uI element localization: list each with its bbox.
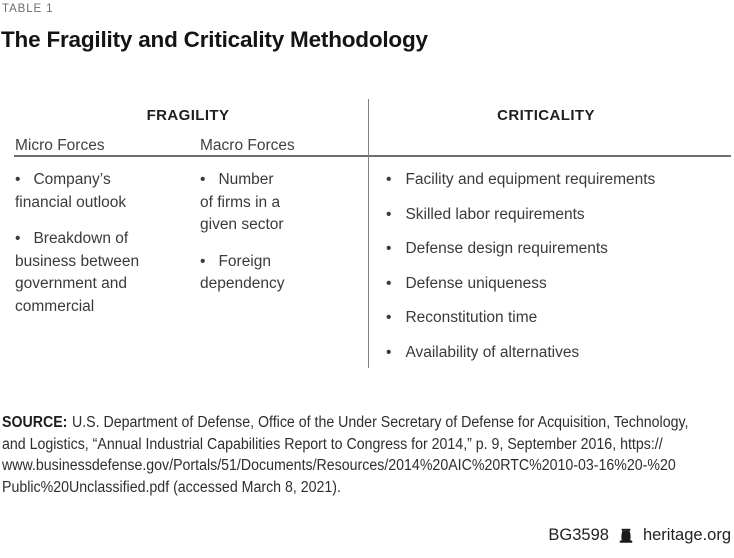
list-item-text: Foreign dependency bbox=[200, 252, 285, 293]
list-item: • Facility and equipment requirements bbox=[386, 169, 731, 192]
list-item: • Foreign dependency bbox=[200, 251, 362, 296]
bullet-icon: • bbox=[200, 171, 206, 188]
list-item-text: Company’s financial outlook bbox=[15, 171, 127, 211]
bullet-icon: • bbox=[386, 309, 392, 326]
list-item: • Breakdown of business between governmen… bbox=[15, 228, 193, 318]
list-item-text: Number of firms in a given sector bbox=[200, 171, 284, 233]
micro-forces-subheader: Micro Forces bbox=[15, 137, 105, 154]
page-kicker: TABLE 1 bbox=[2, 3, 54, 15]
footer: BG3598 heritage.org bbox=[548, 526, 731, 545]
source-note: SOURCE: U.S. Department of Defense, Offic… bbox=[2, 412, 734, 498]
bullet-icon: • bbox=[386, 240, 392, 257]
list-item-text: Reconstitution time bbox=[405, 309, 538, 326]
macro-forces-column: • Number of firms in a given sector • Fore… bbox=[200, 169, 362, 310]
column-divider bbox=[368, 99, 369, 368]
list-item: • Defense uniqueness bbox=[386, 273, 731, 296]
list-item-text: Facility and equipment requirements bbox=[405, 171, 656, 188]
source-label: SOURCE: bbox=[2, 414, 68, 431]
bullet-icon: • bbox=[200, 252, 206, 270]
bullet-icon: • bbox=[386, 343, 392, 361]
bullet-icon: • bbox=[386, 274, 392, 292]
list-item: • Company’s financial outlook bbox=[15, 169, 193, 214]
list-item: • Number of firms in a given sector bbox=[200, 169, 362, 237]
micro-forces-column: • Company’s financial outlook • Breakdown … bbox=[15, 169, 193, 332]
list-item-text: Skilled labor requirements bbox=[405, 205, 585, 223]
fragility-header: FRAGILITY bbox=[146, 107, 230, 124]
criticality-header: CRITICALITY bbox=[497, 107, 595, 124]
source-text: U.S. Department of Defense, Office of th… bbox=[2, 414, 689, 496]
macro-forces-subheader: Macro Forces bbox=[200, 137, 295, 154]
page-title: The Fragility and Criticality Methodolog… bbox=[1, 27, 428, 52]
list-item-text: Defense uniqueness bbox=[405, 274, 547, 292]
list-item: • Defense design requirements bbox=[386, 238, 731, 261]
criticality-column: • Facility and equipment requirements • Sk… bbox=[386, 169, 731, 376]
site-domain: heritage.org bbox=[642, 526, 731, 544]
list-item-text: Defense design requirements bbox=[405, 240, 608, 257]
bullet-icon: • bbox=[386, 171, 392, 188]
report-id: BG3598 bbox=[548, 526, 609, 544]
header-rule bbox=[14, 155, 731, 157]
list-item: • Skilled labor requirements bbox=[386, 204, 731, 227]
list-item: • Availability of alternatives bbox=[386, 342, 731, 365]
list-item-text: Availability of alternatives bbox=[405, 343, 580, 361]
bullet-icon: • bbox=[386, 205, 392, 223]
list-item-text: Breakdown of business between government… bbox=[15, 230, 140, 315]
bullet-icon: • bbox=[15, 171, 21, 188]
list-item: • Reconstitution time bbox=[386, 307, 731, 330]
heritage-bell-icon bbox=[617, 527, 635, 545]
bullet-icon: • bbox=[15, 230, 21, 247]
